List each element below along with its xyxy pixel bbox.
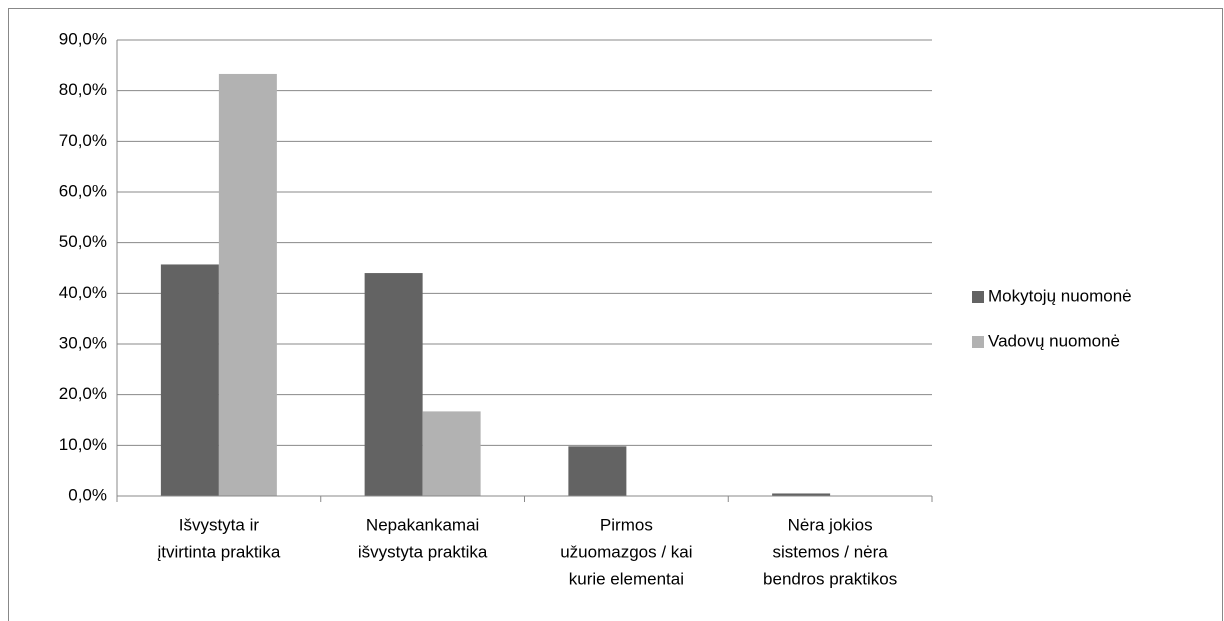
x-tick-label: Pirmos	[600, 515, 653, 534]
legend-label: Mokytojų nuomonė	[988, 286, 1132, 305]
bar	[568, 446, 627, 496]
legend-swatch	[972, 336, 984, 348]
x-tick-label: Nėra jokios	[788, 515, 873, 534]
y-tick-label: 50,0%	[59, 232, 107, 251]
y-tick-label: 30,0%	[59, 333, 107, 352]
x-tick-label: sistemos / nėra	[772, 542, 888, 561]
y-tick-label: 70,0%	[59, 131, 107, 150]
bar	[218, 73, 277, 497]
legend-label: Vadovų nuomonė	[988, 331, 1120, 350]
x-tick-label: užuomazgos / kai	[560, 542, 692, 561]
x-tick-label: Nepakankamai	[366, 515, 479, 534]
x-tick-label: bendros praktikos	[763, 569, 897, 588]
x-tick-label: įtvirtinta praktika	[157, 542, 280, 561]
x-tick-label: išvystyta praktika	[358, 542, 488, 561]
legend-swatch	[972, 291, 984, 303]
bar	[772, 493, 831, 496]
y-tick-label: 10,0%	[59, 435, 107, 454]
y-tick-label: 40,0%	[59, 283, 107, 302]
y-tick-label: 20,0%	[59, 384, 107, 403]
x-tick-label: Išvystyta ir	[179, 515, 260, 534]
y-tick-label: 80,0%	[59, 80, 107, 99]
bar	[422, 411, 481, 496]
chart-border	[8, 8, 1223, 621]
bar	[364, 273, 423, 496]
x-tick-label: kurie elementai	[569, 569, 684, 588]
y-tick-label: 90,0%	[59, 29, 107, 48]
bar	[160, 264, 219, 496]
y-tick-label: 60,0%	[59, 181, 107, 200]
y-tick-label: 0,0%	[68, 485, 107, 504]
